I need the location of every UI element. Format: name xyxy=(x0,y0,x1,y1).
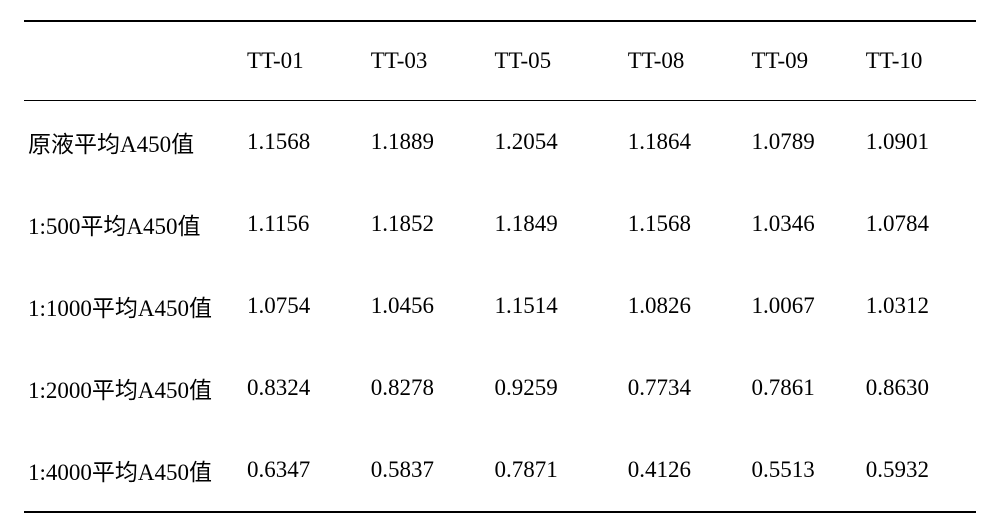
row-label: 1:4000平均A450值 xyxy=(24,429,243,512)
cell: 0.7734 xyxy=(624,347,748,429)
cell: 0.8324 xyxy=(243,347,367,429)
cell: 0.4126 xyxy=(624,429,748,512)
data-table: TT-01 TT-03 TT-05 TT-08 TT-09 TT-10 原液平均… xyxy=(24,20,976,513)
row-label: 1:500平均A450值 xyxy=(24,183,243,265)
cell: 0.8630 xyxy=(862,347,976,429)
cell: 0.7861 xyxy=(747,347,861,429)
cell: 1.0456 xyxy=(367,265,491,347)
cell: 1.0067 xyxy=(747,265,861,347)
header-cell-tt08: TT-08 xyxy=(624,21,748,101)
cell: 0.8278 xyxy=(367,347,491,429)
table-row: 1:500平均A450值 1.1156 1.1852 1.1849 1.1568… xyxy=(24,183,976,265)
cell: 1.1514 xyxy=(490,265,623,347)
header-cell-tt03: TT-03 xyxy=(367,21,491,101)
cell: 1.0901 xyxy=(862,101,976,184)
cell: 1.1852 xyxy=(367,183,491,265)
table-row: 原液平均A450值 1.1568 1.1889 1.2054 1.1864 1.… xyxy=(24,101,976,184)
cell: 1.0789 xyxy=(747,101,861,184)
header-cell-tt05: TT-05 xyxy=(490,21,623,101)
header-cell-tt10: TT-10 xyxy=(862,21,976,101)
cell: 1.1568 xyxy=(243,101,367,184)
cell: 1.0346 xyxy=(747,183,861,265)
cell: 1.1864 xyxy=(624,101,748,184)
table-row: 1:2000平均A450值 0.8324 0.8278 0.9259 0.773… xyxy=(24,347,976,429)
header-cell-empty xyxy=(24,21,243,101)
cell: 1.1889 xyxy=(367,101,491,184)
header-cell-tt01: TT-01 xyxy=(243,21,367,101)
header-row: TT-01 TT-03 TT-05 TT-08 TT-09 TT-10 xyxy=(24,21,976,101)
row-label: 原液平均A450值 xyxy=(24,101,243,184)
header-cell-tt09: TT-09 xyxy=(747,21,861,101)
cell: 0.6347 xyxy=(243,429,367,512)
cell: 0.9259 xyxy=(490,347,623,429)
table-row: 1:4000平均A450值 0.6347 0.5837 0.7871 0.412… xyxy=(24,429,976,512)
cell: 1.0826 xyxy=(624,265,748,347)
row-label: 1:2000平均A450值 xyxy=(24,347,243,429)
cell: 0.5837 xyxy=(367,429,491,512)
cell: 1.1156 xyxy=(243,183,367,265)
cell: 1.1568 xyxy=(624,183,748,265)
cell: 1.1849 xyxy=(490,183,623,265)
table-row: 1:1000平均A450值 1.0754 1.0456 1.1514 1.082… xyxy=(24,265,976,347)
row-label: 1:1000平均A450值 xyxy=(24,265,243,347)
cell: 1.0754 xyxy=(243,265,367,347)
cell: 1.0784 xyxy=(862,183,976,265)
cell: 0.7871 xyxy=(490,429,623,512)
cell: 0.5932 xyxy=(862,429,976,512)
cell: 1.0312 xyxy=(862,265,976,347)
cell: 0.5513 xyxy=(747,429,861,512)
cell: 1.2054 xyxy=(490,101,623,184)
